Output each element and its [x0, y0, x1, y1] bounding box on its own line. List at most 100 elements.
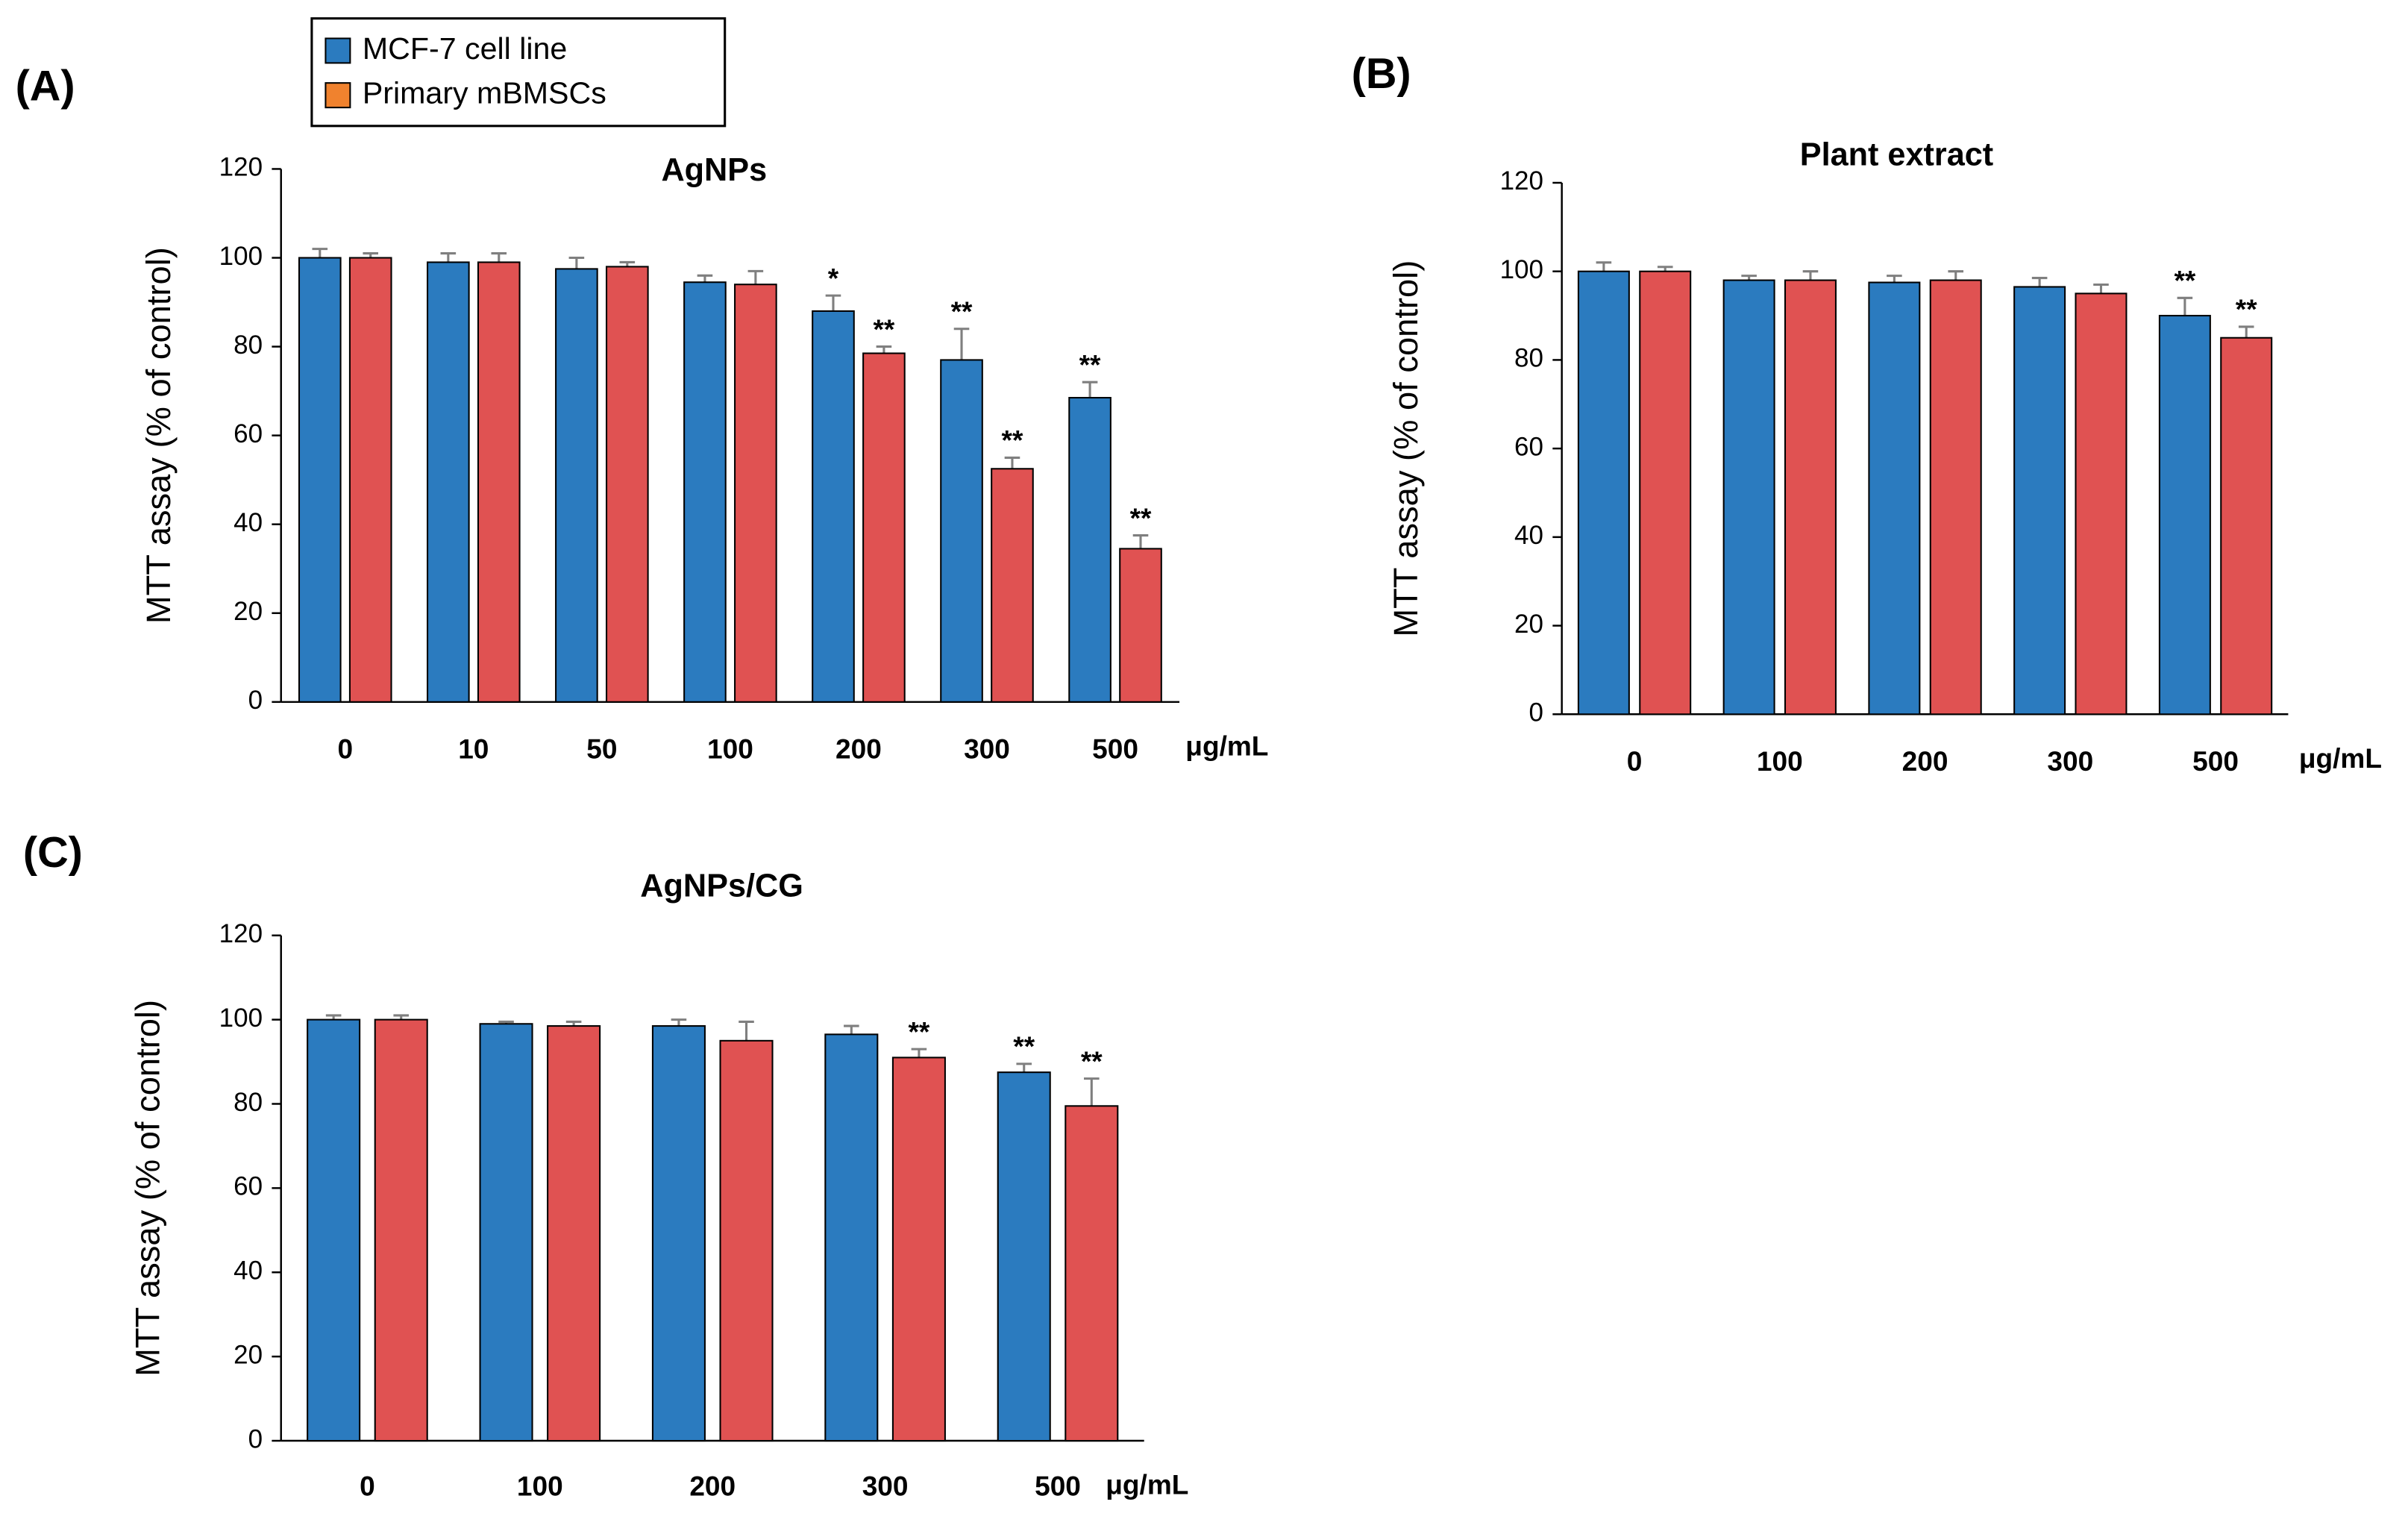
y-tick-label: 40 [1514, 521, 1543, 550]
panel-label: (A) [16, 63, 75, 110]
bar [298, 257, 342, 703]
bar [997, 1071, 1051, 1442]
bar [940, 359, 983, 703]
y-tick-label: 80 [233, 331, 263, 360]
y-tick-label: 20 [1514, 610, 1543, 639]
chart-title: AgNPs/CG [640, 868, 803, 904]
bar [307, 1018, 361, 1442]
panel-label: (B) [1352, 50, 1411, 98]
bar [605, 266, 649, 703]
x-tick-label: 500 [1092, 733, 1138, 764]
x-tick-label: 10 [458, 733, 489, 764]
x-tick-label: 0 [1627, 745, 1643, 777]
chart-title: Plant extract [1800, 137, 1993, 172]
y-tick-label: 60 [233, 419, 263, 448]
bar [427, 261, 470, 703]
y-axis-label: MTT assay (% of control) [1387, 260, 1425, 637]
significance-label: ** [1002, 425, 1023, 456]
legend-label: Primary mBMSCs [363, 76, 606, 110]
significance-label: ** [873, 313, 894, 345]
bar [862, 352, 906, 703]
bar [1065, 1105, 1119, 1442]
bar [2158, 315, 2211, 716]
legend-swatch [324, 37, 351, 64]
y-tick-label: 0 [248, 1424, 263, 1453]
y-tick-label: 0 [248, 686, 263, 715]
legend-box [310, 17, 727, 128]
bar [1784, 279, 1837, 716]
bar [477, 261, 521, 703]
bar [547, 1025, 601, 1442]
y-axis-label: MTT assay (% of control) [139, 247, 178, 624]
significance-label: ** [2236, 293, 2257, 325]
significance-label: ** [1013, 1030, 1035, 1062]
bar [683, 281, 727, 703]
y-tick-label: 120 [219, 153, 263, 182]
bar [812, 310, 855, 703]
bar [2075, 292, 2128, 716]
panel-label: (C) [23, 829, 83, 877]
bar [824, 1033, 879, 1442]
bar [1868, 281, 1921, 716]
bar [1639, 270, 1692, 716]
bar [479, 1023, 533, 1442]
y-tick-label: 120 [1500, 166, 1543, 195]
x-tick-label: 500 [1035, 1471, 1081, 1502]
significance-label: ** [2174, 265, 2195, 296]
y-axis-label: MTT assay (% of control) [129, 1000, 167, 1377]
y-tick-label: 80 [233, 1088, 263, 1117]
bar [1929, 279, 1982, 716]
y-tick-label: 20 [233, 1340, 263, 1369]
bar [719, 1039, 774, 1442]
significance-label: ** [1079, 348, 1101, 380]
chart-title: AgNPs [661, 152, 767, 188]
x-unit-label: μg/mL [1106, 1469, 1188, 1500]
significance-label: ** [908, 1015, 929, 1047]
x-tick-label: 500 [2192, 745, 2239, 777]
bar [734, 284, 777, 703]
significance-label: ** [951, 295, 973, 327]
x-unit-label: μg/mL [1185, 730, 1268, 761]
y-tick-label: 60 [233, 1172, 263, 1201]
legend-label: MCF-7 cell line [363, 31, 567, 66]
x-tick-label: 0 [337, 733, 353, 764]
x-tick-label: 200 [1902, 745, 1948, 777]
y-tick-label: 100 [1500, 255, 1543, 284]
bar [1722, 279, 1775, 716]
bar [651, 1025, 706, 1442]
x-unit-label: μg/mL [2299, 742, 2382, 774]
bar [348, 257, 392, 703]
bar [2013, 286, 2066, 716]
x-tick-label: 100 [707, 733, 753, 764]
x-tick-label: 200 [835, 733, 882, 764]
y-tick-label: 100 [219, 1004, 263, 1033]
significance-label: ** [1130, 502, 1152, 533]
legend-swatch [324, 82, 351, 109]
y-tick-label: 40 [233, 508, 263, 537]
bar [891, 1056, 946, 1442]
x-tick-label: 100 [517, 1471, 563, 1502]
x-tick-label: 50 [586, 733, 617, 764]
y-tick-label: 80 [1514, 344, 1543, 373]
significance-label: * [828, 262, 839, 293]
x-tick-label: 0 [360, 1471, 375, 1502]
y-tick-label: 100 [219, 242, 263, 271]
x-tick-label: 200 [689, 1471, 736, 1502]
y-tick-label: 60 [1514, 432, 1543, 461]
significance-label: ** [1081, 1045, 1103, 1077]
x-tick-label: 100 [1757, 745, 1803, 777]
x-tick-label: 300 [964, 733, 1010, 764]
y-tick-label: 0 [1528, 698, 1543, 727]
bar [1119, 548, 1162, 703]
bar [2220, 336, 2273, 716]
bar [1577, 270, 1630, 716]
x-tick-label: 300 [2047, 745, 2093, 777]
y-tick-label: 120 [219, 919, 263, 948]
y-tick-label: 40 [233, 1256, 263, 1286]
bar [374, 1018, 428, 1442]
y-tick-label: 20 [233, 597, 263, 626]
bar [555, 268, 598, 703]
bar [1068, 397, 1111, 703]
